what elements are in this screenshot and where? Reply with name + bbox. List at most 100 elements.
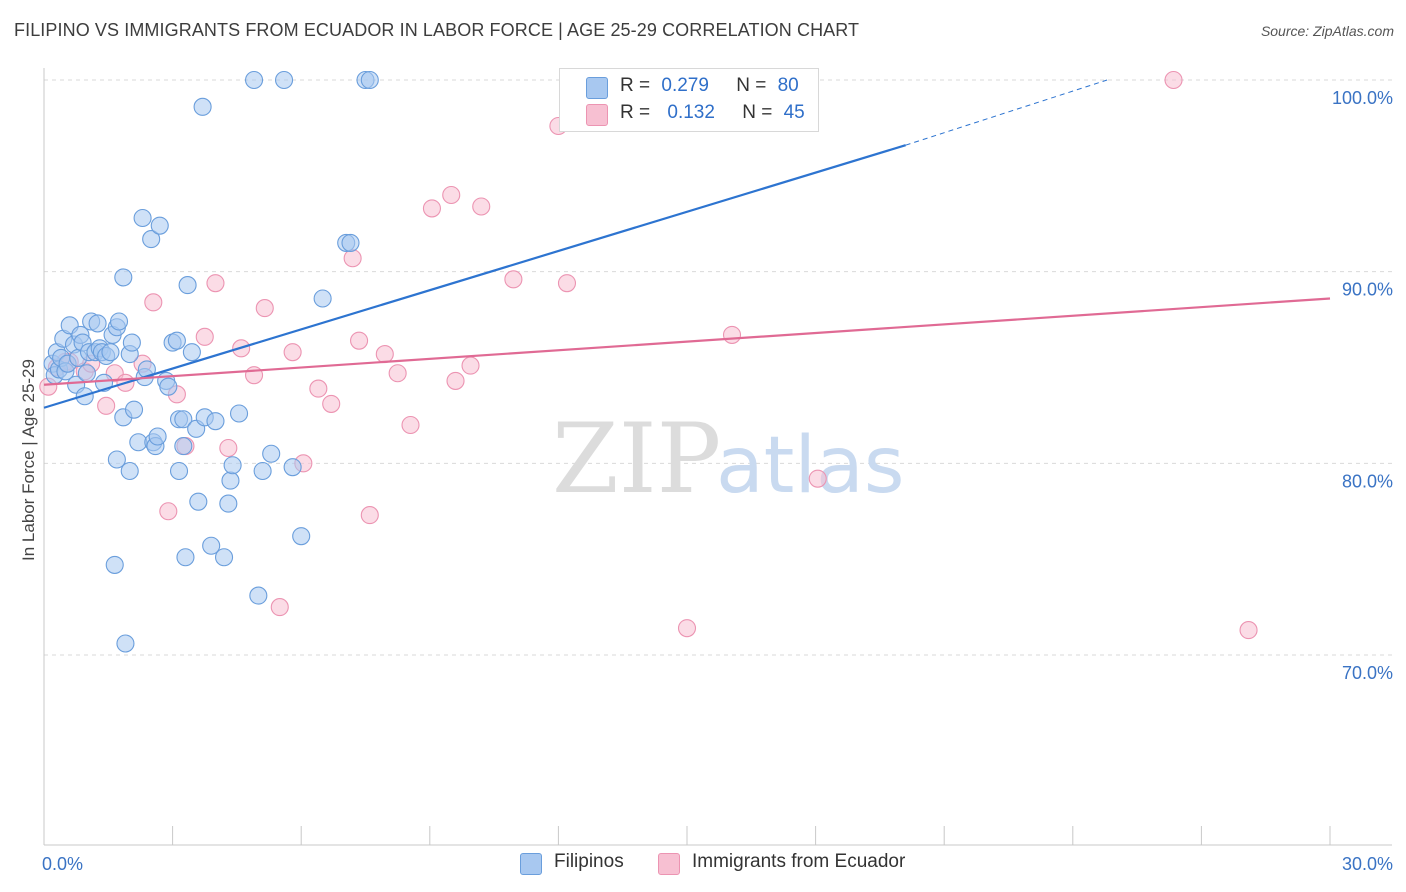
filipino-point — [189, 492, 208, 511]
y-tick-label-80: 80.0% — [1342, 471, 1393, 491]
ecuador-point — [461, 356, 480, 375]
legend-n-value: 45 — [783, 102, 805, 123]
ecuador-point — [375, 345, 394, 364]
stats-legend: R = 0.279 N = 80 R = 0.132 N = 45 — [559, 68, 819, 132]
ecuador-point — [144, 293, 163, 312]
legend-r-label: R = — [620, 102, 651, 123]
filipino-point — [88, 314, 107, 333]
filipino-point — [101, 343, 120, 362]
trend-lines — [43, 79, 1331, 409]
filipino-point — [148, 427, 167, 446]
chart-title: FILIPINO VS IMMIGRANTS FROM ECUADOR IN L… — [14, 20, 860, 40]
filipino-point — [283, 458, 302, 477]
ecuador-point — [360, 506, 379, 525]
ecuador-point — [309, 379, 328, 398]
legend-r-value: 0.132 — [667, 102, 715, 123]
filipino-point — [202, 536, 221, 555]
filipino-point — [167, 331, 186, 350]
ecuador-point — [446, 371, 465, 390]
y-tick-label-100: 100.0% — [1332, 88, 1393, 108]
x-tick-label-min: 0.0% — [42, 854, 83, 874]
filipino-point — [229, 404, 249, 423]
filipino-point — [107, 450, 126, 469]
legend-label-filipinos: Filipinos — [554, 851, 624, 872]
filipino-point — [253, 461, 272, 481]
filipino-trend-line — [43, 144, 906, 409]
ecuador-point — [1164, 70, 1183, 90]
legend-r-value: 0.279 — [661, 75, 709, 96]
filipino-point — [133, 208, 152, 228]
filipino-point — [206, 412, 225, 431]
watermark-zip: ZIP — [552, 403, 721, 515]
ecuador-point — [722, 325, 742, 344]
ecuador-point — [401, 415, 420, 435]
filipino-point — [174, 437, 193, 456]
axes — [43, 68, 1392, 846]
ecuador-point — [388, 364, 407, 383]
filipino-point — [124, 400, 144, 419]
filipino-point — [129, 433, 148, 452]
ecuador-point — [557, 274, 577, 293]
filipino-point — [122, 333, 141, 352]
filipino-point — [77, 364, 96, 383]
ecuador-point — [472, 197, 491, 216]
filipino-point — [244, 70, 264, 90]
ecuador-trend-line — [43, 297, 1331, 386]
source-label: Source: ZipAtlas.com — [1260, 23, 1394, 39]
filipino-point — [182, 343, 201, 362]
ecuador-point — [195, 327, 214, 346]
ecuador-point — [504, 270, 523, 289]
filipino-point — [159, 377, 178, 396]
ecuador-point — [1239, 621, 1258, 640]
filipino-point — [178, 276, 197, 295]
legend-n-value: 80 — [777, 75, 799, 96]
filipino-point — [249, 586, 268, 605]
ecuador-point — [343, 249, 362, 268]
filipino-point — [341, 233, 360, 252]
y-tick-label-90: 90.0% — [1342, 280, 1393, 300]
filipino-point — [169, 461, 189, 481]
ecuador-point — [808, 469, 827, 488]
filipino-point — [223, 456, 242, 475]
filipino-point — [193, 97, 212, 116]
y-axis-label: In Labor Force | Age 25-29 — [19, 359, 38, 561]
legend-n-label: N = — [736, 75, 767, 96]
filipino-point — [150, 216, 169, 235]
filipino-point — [114, 268, 133, 287]
legend-swatch-pink — [586, 104, 608, 126]
ecuador-point — [97, 396, 116, 415]
ecuador-point — [350, 331, 369, 350]
filipino-point — [174, 410, 193, 429]
legend-n-label: N = — [742, 102, 773, 123]
filipino-point — [105, 555, 124, 574]
legend-swatch-blue — [520, 853, 542, 875]
filipino-point — [109, 312, 129, 331]
filipino-point — [221, 471, 240, 490]
filipino-point — [360, 70, 379, 90]
y-tick-label-70: 70.0% — [1342, 663, 1393, 683]
ecuador-point — [159, 502, 178, 521]
legend-r-label: R = — [620, 75, 651, 96]
legend-label-ecuador: Immigrants from Ecuador — [692, 851, 906, 872]
filipino-point — [313, 289, 332, 308]
filipino-point — [214, 548, 234, 567]
filipino-point — [142, 230, 161, 249]
filipino-trend-extension — [905, 79, 1108, 146]
ecuador-point — [677, 619, 697, 638]
ecuador-point — [322, 394, 341, 413]
x-tick-label-max: 30.0% — [1342, 854, 1393, 874]
filipino-point — [275, 70, 294, 90]
watermark-atlas: atlas — [716, 421, 905, 511]
filipino-point — [120, 461, 139, 481]
ecuador-point — [206, 274, 225, 293]
ecuador-point — [283, 343, 302, 362]
filipino-point — [292, 527, 311, 546]
filipino-point — [176, 548, 195, 567]
ecuador-point — [255, 299, 274, 318]
y-tick-labels: 70.0% 80.0% 90.0% 100.0% — [1332, 88, 1393, 683]
ecuador-point — [219, 438, 238, 458]
ecuador-point — [422, 199, 441, 218]
legend-swatch-blue — [586, 77, 608, 99]
filipino-point — [262, 444, 281, 463]
